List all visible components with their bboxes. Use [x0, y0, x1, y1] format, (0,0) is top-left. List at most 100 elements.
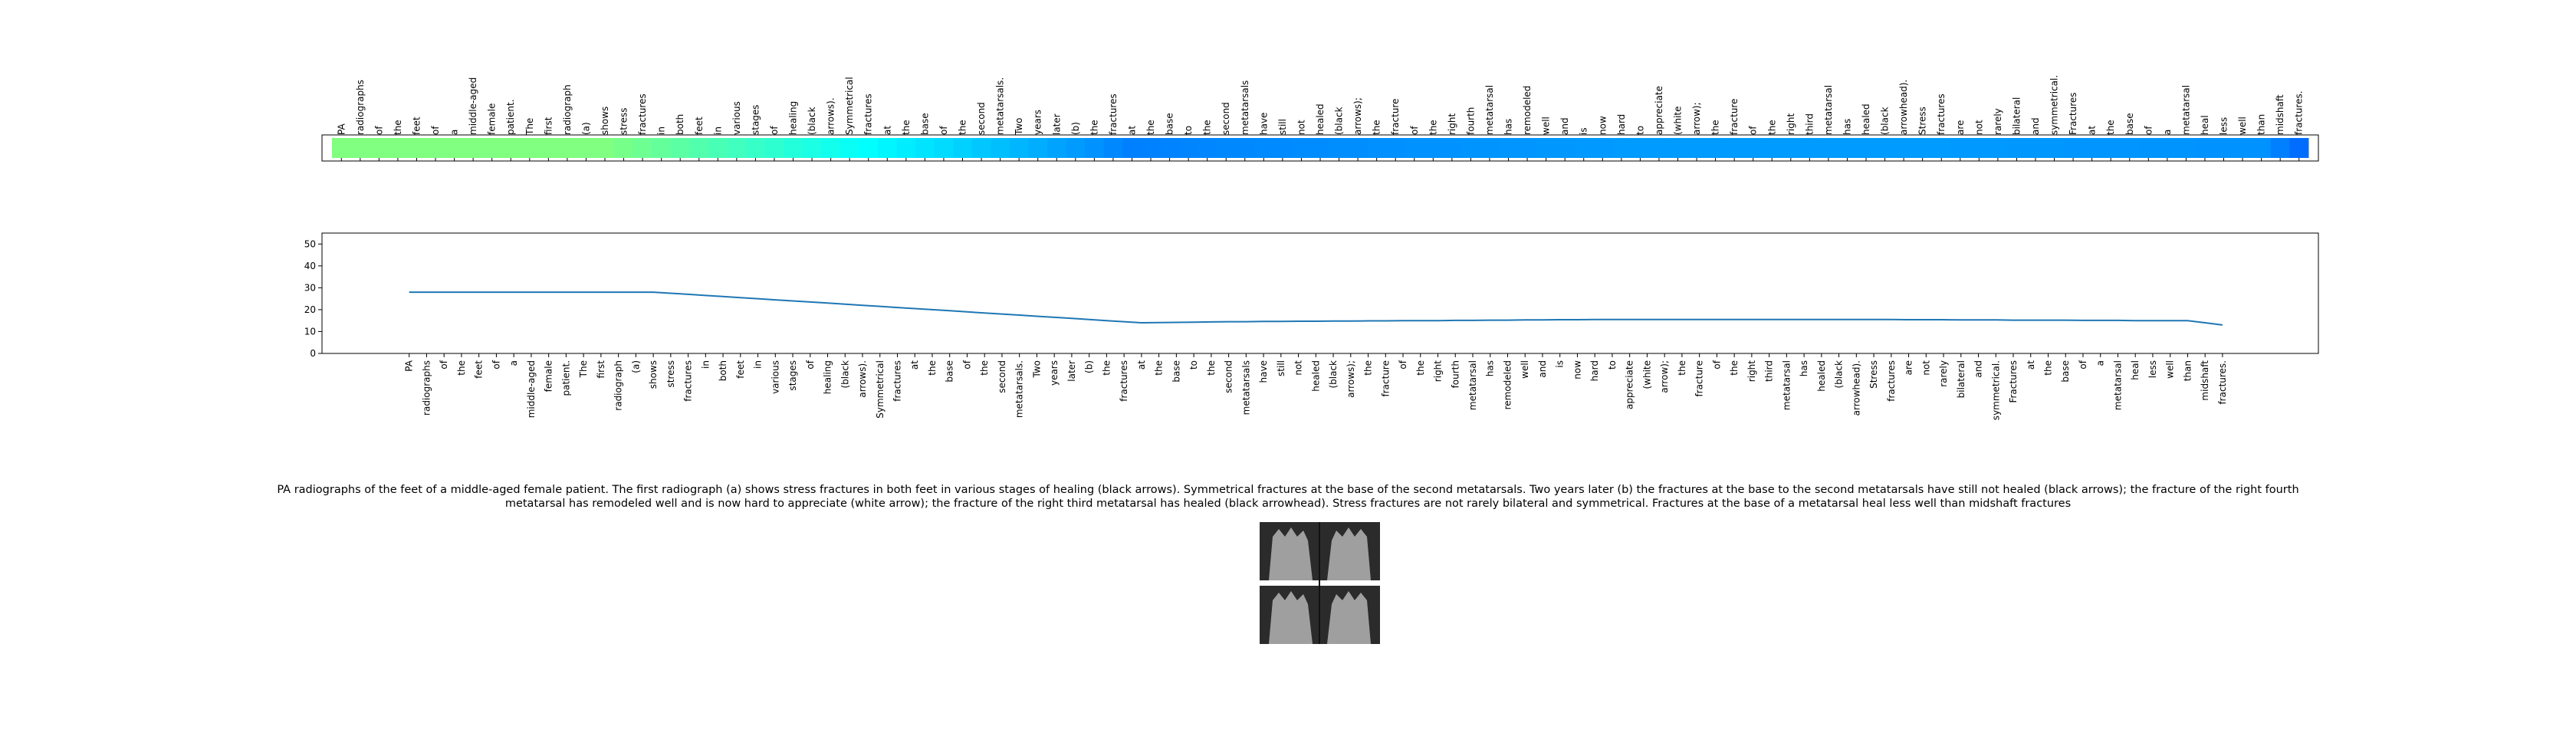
strip-label: arrow); — [1691, 102, 1702, 135]
x-tick-label: bilateral — [1956, 360, 1967, 398]
heat-cell — [1838, 138, 1858, 158]
y-tick-label: 30 — [304, 282, 316, 293]
x-tick-label: of — [1711, 360, 1722, 369]
x-tick-label: (white — [1641, 360, 1652, 389]
heat-cell — [802, 138, 822, 158]
strip-label: metatarsals. — [995, 77, 1006, 135]
strip-label: still — [1277, 119, 1288, 135]
heat-cell — [1950, 138, 1970, 158]
strip-label: healed — [1315, 104, 1326, 135]
x-tick-label: (black — [840, 360, 850, 389]
strip-label: are — [1955, 120, 1966, 135]
strip-label: the — [1710, 120, 1721, 135]
strip-label: fractures — [1936, 94, 1947, 135]
x-tick-label: (b) — [1084, 360, 1095, 373]
strip-label: metatarsals — [1240, 80, 1250, 135]
strip-label: fracture — [1390, 99, 1401, 135]
x-tick-label: healed — [1816, 360, 1827, 392]
heat-cell — [971, 138, 991, 158]
y-tick-label: 40 — [304, 261, 316, 271]
heat-cell — [520, 138, 540, 158]
strip-label: the — [393, 120, 403, 135]
heat-cell — [1706, 138, 1726, 158]
x-tick-label: the — [1677, 360, 1687, 376]
x-tick-label: Stress — [1868, 360, 1879, 389]
plot-frame — [321, 232, 2319, 354]
strip-label: of — [938, 126, 949, 135]
strip-label: symmetrical. — [2049, 75, 2060, 135]
strip-label: the — [958, 120, 968, 135]
strip-label: second — [976, 102, 987, 135]
x-tick-label: of — [1398, 360, 1408, 369]
x-tick-label: of — [2078, 360, 2088, 369]
heat-cell — [2233, 138, 2252, 158]
strip-label: metatarsal — [1484, 85, 1495, 135]
heat-cell — [1254, 138, 1274, 158]
heat-cell — [1612, 138, 1631, 158]
x-tick-label: metatarsal — [2112, 360, 2123, 410]
x-tick-label: fractures. — [2217, 360, 2228, 405]
x-tick-label: and — [1537, 360, 1548, 378]
x-tick-label: base — [1171, 360, 1181, 383]
heat-cell — [1517, 138, 1537, 158]
x-tick-label: metatarsal — [1467, 360, 1478, 410]
heat-cell — [840, 138, 859, 158]
heat-cell — [1160, 138, 1180, 158]
heat-cell — [1178, 138, 1198, 158]
y-tick-label: 50 — [304, 238, 316, 249]
strip-label: base — [1165, 113, 1175, 135]
heat-cell — [445, 138, 465, 158]
strip-label: right — [1447, 113, 1457, 135]
strip-label: metatarsal — [1823, 85, 1834, 135]
heat-cell — [652, 138, 672, 158]
y-tick-label: 10 — [304, 326, 316, 337]
strip-label: Two — [1014, 118, 1024, 136]
heat-cell — [2120, 138, 2140, 158]
y-tick-label: 0 — [310, 348, 316, 359]
heat-cell — [1235, 138, 1255, 158]
strip-label: fractures. — [2294, 90, 2305, 135]
strip-label: various — [731, 101, 742, 135]
heat-cell — [1329, 138, 1349, 158]
xray-foot — [1269, 591, 1313, 644]
x-tick-label: less — [2147, 360, 2158, 378]
x-tick-label: to — [1607, 360, 1618, 370]
x-tick-label: radiograph — [613, 360, 624, 411]
x-tick-label: of — [961, 360, 972, 369]
heat-cell — [539, 138, 559, 158]
heat-cell — [614, 138, 634, 158]
strip-label: fracture — [1729, 99, 1740, 135]
heat-cell — [1348, 138, 1368, 158]
heat-cell — [708, 138, 728, 158]
strip-label: appreciate — [1654, 86, 1664, 135]
heat-cell — [1046, 138, 1067, 158]
x-tick-label: healing — [823, 360, 833, 394]
heat-cell — [1574, 138, 1594, 158]
strip-label: stress — [619, 107, 629, 135]
x-tick-label: at — [909, 360, 920, 370]
strip-label: rarely — [1993, 108, 2003, 135]
heat-cell — [1085, 138, 1105, 158]
heat-cell — [878, 138, 898, 158]
x-tick-label: stages — [787, 360, 798, 391]
strip-label: female — [487, 104, 498, 135]
heat-cell — [1724, 138, 1744, 158]
heat-cell — [1536, 138, 1556, 158]
strip-label: fractures — [637, 94, 648, 135]
x-tick-label: feet — [735, 360, 746, 379]
heat-cell — [595, 138, 615, 158]
strip-label: the — [1766, 120, 1777, 135]
xray-foot — [1269, 527, 1313, 580]
x-tick-label: well — [1520, 360, 1530, 379]
x-tick-label: (black — [1328, 360, 1339, 389]
heat-cell — [821, 138, 841, 158]
x-tick-label: various — [770, 360, 780, 394]
x-tick-label: the — [1363, 360, 1374, 376]
heat-cell — [934, 138, 954, 158]
strip-label: have — [1258, 113, 1269, 135]
x-tick-label: fractures — [1119, 360, 1129, 402]
heat-cell — [2101, 138, 2121, 158]
heat-cell — [1631, 138, 1651, 158]
heat-cell — [1819, 138, 1838, 158]
heat-cell — [896, 138, 916, 158]
